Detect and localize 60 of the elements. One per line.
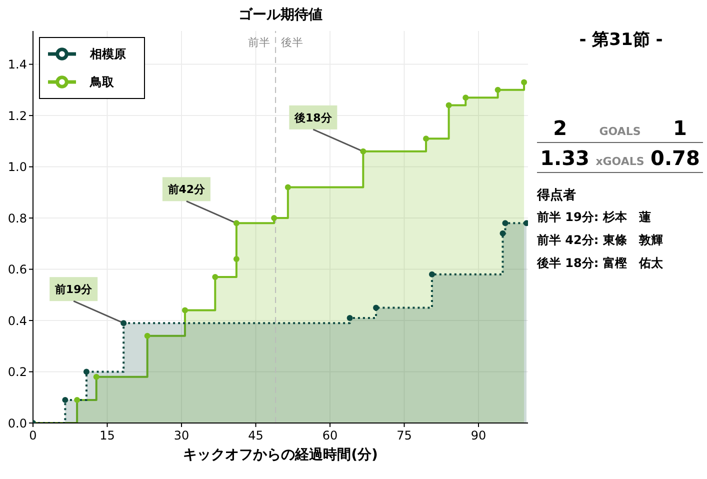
point: [212, 274, 218, 280]
x-tick-label: 75: [396, 428, 412, 443]
legend-label: 鳥取: [90, 75, 114, 90]
text: 2: [553, 116, 568, 140]
y-tick-label: 1.2: [8, 108, 27, 123]
point: [446, 102, 452, 108]
point: [284, 184, 291, 190]
point: [62, 396, 68, 403]
callout-label: 前19分: [50, 277, 124, 324]
point: [494, 86, 501, 93]
text: 後半 18分: 富樫 佑太: [537, 255, 663, 272]
annotation: 前19分: [54, 283, 94, 296]
point: [428, 271, 435, 278]
point: [502, 220, 508, 226]
text: 0.78: [650, 146, 700, 170]
y-tick-label: 0.2: [8, 365, 27, 380]
text: 前半 42分: 東條 敦輝: [537, 232, 663, 249]
point: [93, 374, 100, 380]
text: xGOALS: [596, 155, 644, 168]
y-tick-label: 0.6: [8, 262, 27, 277]
x-tick-label: 30: [174, 428, 190, 443]
y-tick-label: 0.8: [8, 211, 27, 226]
y-tick-label: 1.4: [8, 58, 27, 72]
ref-line-label: 前半 後半: [248, 36, 304, 49]
text: 得点者: [537, 187, 576, 204]
x-axis-title: キックオフからの経過時間(分): [182, 446, 379, 464]
point: [74, 396, 80, 403]
point: [83, 368, 90, 375]
text: GOALS: [599, 125, 641, 138]
annotation: 後18分: [294, 111, 333, 124]
text: 1.33: [540, 146, 590, 170]
legend-label: 相模原: [90, 47, 126, 62]
point: [521, 79, 528, 86]
x-tick-label: 60: [322, 428, 338, 443]
point: [144, 332, 150, 339]
y-tick-label: 0.0: [8, 416, 27, 430]
x-tick-label: 15: [100, 428, 115, 443]
y-tick-label: 0.4: [8, 314, 27, 328]
text: 1: [672, 116, 687, 140]
text: - 第31節 -: [578, 29, 664, 51]
point: [360, 148, 366, 154]
callout-label: 前42分: [162, 177, 237, 224]
point: [500, 230, 506, 236]
annotation: 前42分: [166, 183, 206, 196]
point: [120, 320, 127, 326]
point: [182, 307, 188, 314]
point: [423, 136, 430, 142]
x-tick-label: 90: [470, 428, 486, 443]
x-tick-label: 0: [29, 428, 37, 443]
point: [462, 94, 469, 101]
point: [233, 220, 240, 226]
point: [233, 256, 240, 262]
point: [271, 215, 278, 222]
callout-label: 後18分: [289, 105, 364, 152]
point: [346, 314, 353, 321]
chart-title: ゴール期待値: [238, 6, 324, 24]
y-tick-label: 1.0: [8, 160, 27, 174]
x-tick-label: 45: [248, 428, 264, 443]
point: [373, 304, 380, 311]
text: 前半 19分: 杉本 蓮: [537, 209, 651, 226]
